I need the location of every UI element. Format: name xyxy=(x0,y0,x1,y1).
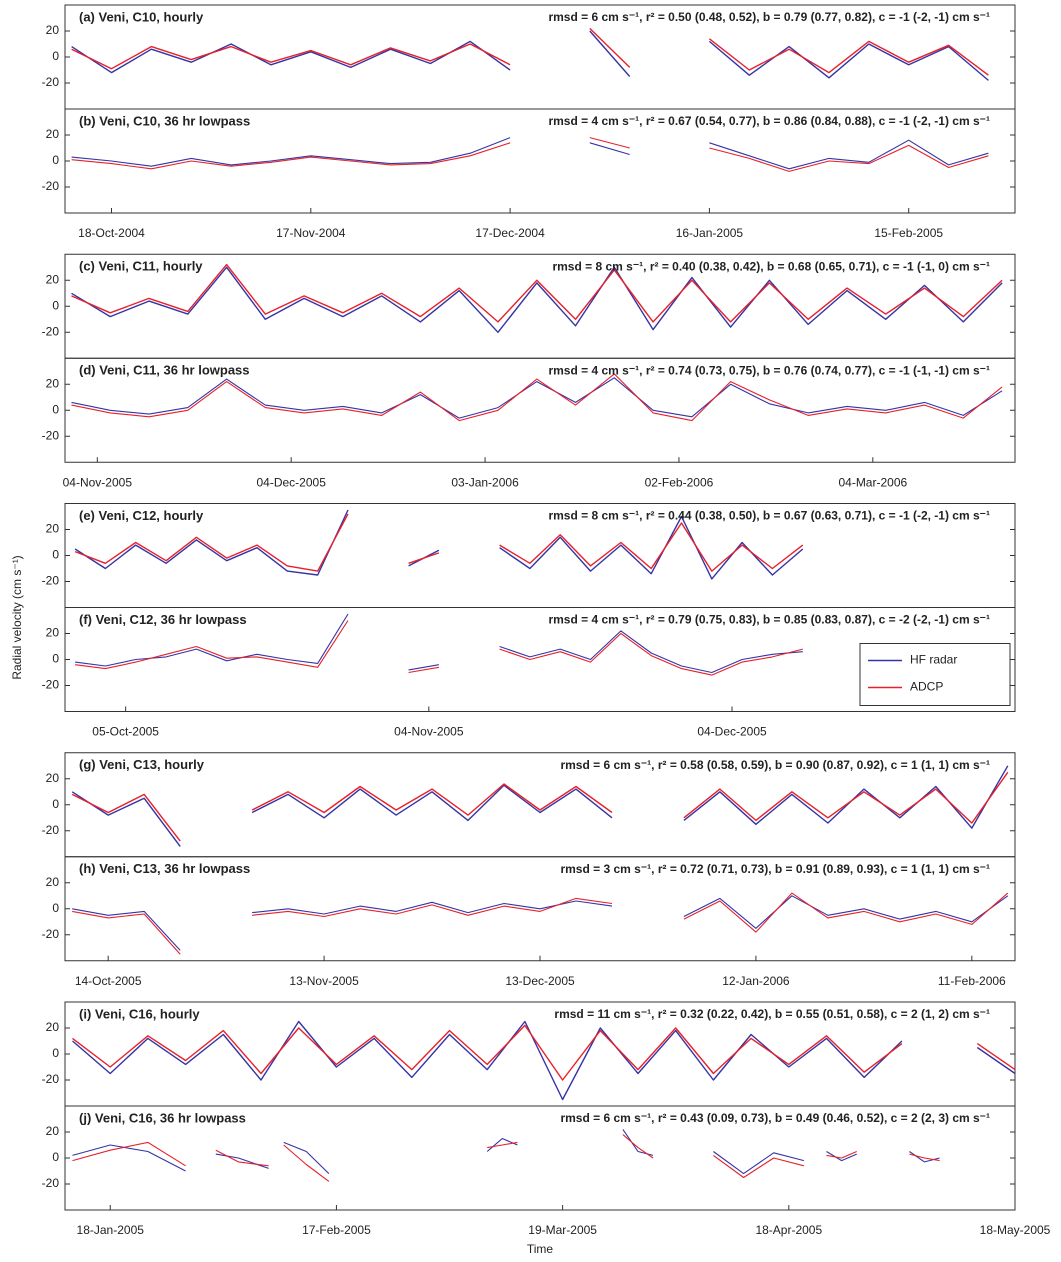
y-tick-label: 0 xyxy=(52,548,59,562)
series-line xyxy=(75,613,803,674)
panel-stats: rmsd = 3 cm s⁻¹, r² = 0.72 (0.71, 0.73),… xyxy=(560,862,990,876)
x-tick-label: 18-Oct-2004 xyxy=(78,226,145,240)
y-tick-label: 20 xyxy=(46,771,60,785)
x-tick-label: 18-May-2005 xyxy=(980,1223,1051,1237)
x-axis-label: Time xyxy=(527,1242,554,1256)
y-tick-label: 0 xyxy=(52,49,59,63)
y-tick-label: -20 xyxy=(42,823,60,837)
legend-label: ADCP xyxy=(910,680,943,694)
y-tick-label: 20 xyxy=(46,875,60,889)
series-line xyxy=(71,30,989,81)
panel-stats: rmsd = 6 cm s⁻¹, r² = 0.58 (0.58, 0.59),… xyxy=(560,758,990,772)
y-tick-label: 0 xyxy=(52,298,59,312)
y-tick-label: 20 xyxy=(46,127,60,141)
panel-stats: rmsd = 11 cm s⁻¹, r² = 0.32 (0.22, 0.42)… xyxy=(554,1007,990,1021)
x-tick-label: 14-Oct-2005 xyxy=(75,974,142,988)
panel-title: (e) Veni, C12, hourly xyxy=(79,508,204,523)
series-line xyxy=(71,373,1003,422)
series-line xyxy=(72,1024,1016,1081)
legend-box xyxy=(859,643,1011,706)
panel-title: (g) Veni, C13, hourly xyxy=(79,757,205,772)
y-tick-label: -20 xyxy=(42,428,60,442)
series-line xyxy=(71,263,1003,323)
y-tick-label: -20 xyxy=(42,927,60,941)
panel-title: (d) Veni, C11, 36 hr lowpass xyxy=(79,363,250,378)
y-tick-label: 20 xyxy=(46,626,60,640)
x-tick-label: 16-Jan-2005 xyxy=(676,226,744,240)
y-tick-label: 0 xyxy=(52,652,59,666)
series-line xyxy=(72,1134,940,1182)
series-line xyxy=(71,765,1009,847)
y-tick-label: -20 xyxy=(42,678,60,692)
y-tick-label: 0 xyxy=(52,402,59,416)
y-tick-label: 0 xyxy=(52,901,59,915)
panel-title: (h) Veni, C13, 36 hr lowpass xyxy=(79,861,250,876)
y-tick-label: -20 xyxy=(42,1176,60,1190)
series-line xyxy=(71,771,1009,842)
panel-stats: rmsd = 8 cm s⁻¹, r² = 0.40 (0.38, 0.42),… xyxy=(552,259,990,273)
series-line xyxy=(72,1020,1016,1101)
x-tick-label: 11-Feb-2006 xyxy=(938,974,1006,988)
panel-stats: rmsd = 4 cm s⁻¹, r² = 0.67 (0.54, 0.77),… xyxy=(548,114,990,128)
x-tick-label: 02-Feb-2006 xyxy=(645,475,714,489)
y-tick-label: 20 xyxy=(46,522,60,536)
panel-title: (c) Veni, C11, hourly xyxy=(79,259,203,274)
series-line xyxy=(71,266,1003,333)
x-tick-label: 17-Dec-2004 xyxy=(475,226,545,240)
series-line xyxy=(71,137,989,172)
x-tick-label: 04-Dec-2005 xyxy=(257,475,327,489)
x-tick-label: 15-Feb-2005 xyxy=(874,226,943,240)
x-tick-label: 05-Oct-2005 xyxy=(92,725,159,739)
y-tick-label: -20 xyxy=(42,179,60,193)
panel-stats: rmsd = 6 cm s⁻¹, r² = 0.43 (0.09, 0.73),… xyxy=(560,1111,990,1125)
y-tick-label: -20 xyxy=(42,1072,60,1086)
panel-title: (j) Veni, C16, 36 hr lowpass xyxy=(79,1110,246,1125)
x-tick-label: 17-Nov-2004 xyxy=(276,226,346,240)
series-line xyxy=(75,620,803,676)
x-tick-label: 04-Dec-2005 xyxy=(697,725,767,739)
x-tick-label: 13-Nov-2005 xyxy=(289,974,359,988)
series-line xyxy=(71,377,1003,419)
y-tick-label: -20 xyxy=(42,324,60,338)
y-tick-label: 0 xyxy=(52,153,59,167)
y-tick-label: 20 xyxy=(46,23,60,37)
y-tick-label: 20 xyxy=(46,376,60,390)
x-tick-label: 19-Mar-2005 xyxy=(528,1223,597,1237)
series-line xyxy=(71,137,989,170)
y-tick-label: 20 xyxy=(46,1124,60,1138)
x-tick-label: 18-Apr-2005 xyxy=(755,1223,822,1237)
y-tick-label: -20 xyxy=(42,75,60,89)
panel-stats: rmsd = 4 cm s⁻¹, r² = 0.79 (0.75, 0.83),… xyxy=(548,613,990,627)
panel-stats: rmsd = 8 cm s⁻¹, r² = 0.44 (0.38, 0.50),… xyxy=(548,509,990,523)
y-tick-label: 0 xyxy=(52,1046,59,1060)
x-tick-label: 18-Jan-2005 xyxy=(77,1223,145,1237)
x-tick-label: 17-Feb-2005 xyxy=(302,1223,371,1237)
panel-stats: rmsd = 4 cm s⁻¹, r² = 0.74 (0.73, 0.75),… xyxy=(548,363,990,377)
series-line xyxy=(72,895,1009,951)
x-tick-label: 04-Nov-2005 xyxy=(394,725,464,739)
series-line xyxy=(72,1129,940,1175)
y-axis-label: Radial velocity (cm s⁻¹) xyxy=(10,555,24,679)
x-tick-label: 04-Mar-2006 xyxy=(838,475,907,489)
legend-label: HF radar xyxy=(910,653,957,667)
y-tick-label: 0 xyxy=(52,1150,59,1164)
panel-title: (f) Veni, C12, 36 hr lowpass xyxy=(79,612,247,627)
panel-title: (b) Veni, C10, 36 hr lowpass xyxy=(79,113,250,128)
y-tick-label: 20 xyxy=(46,272,60,286)
y-tick-label: 20 xyxy=(46,1020,60,1034)
series-line xyxy=(71,27,989,76)
y-tick-label: 0 xyxy=(52,797,59,811)
x-tick-label: 03-Jan-2006 xyxy=(451,475,519,489)
panel-title: (i) Veni, C16, hourly xyxy=(79,1006,200,1021)
panel-title: (a) Veni, C10, hourly xyxy=(79,9,204,24)
y-tick-label: -20 xyxy=(42,574,60,588)
x-tick-label: 12-Jan-2006 xyxy=(722,974,790,988)
series-line xyxy=(74,513,804,572)
x-tick-label: 13-Dec-2005 xyxy=(505,974,575,988)
series-line xyxy=(72,892,1009,955)
x-tick-label: 04-Nov-2005 xyxy=(63,475,133,489)
panel-stats: rmsd = 6 cm s⁻¹, r² = 0.50 (0.48, 0.52),… xyxy=(548,10,990,24)
